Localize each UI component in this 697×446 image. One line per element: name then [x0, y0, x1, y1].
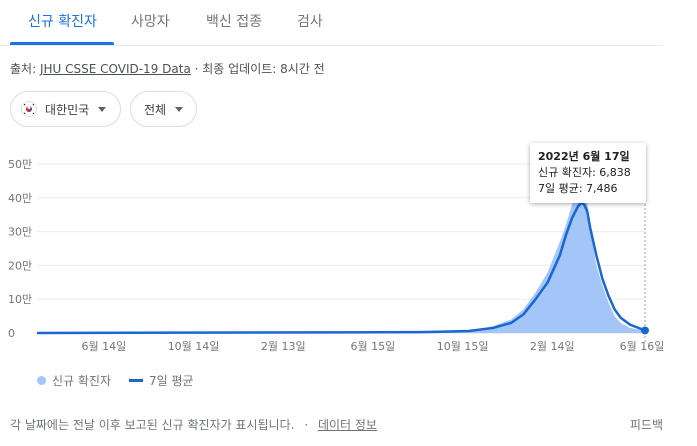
source-link[interactable]: JHU CSSE COVID-19 Data — [39, 62, 191, 76]
x-tick-label: 10월 15일 — [437, 339, 489, 353]
y-tick-label: 0 — [8, 327, 15, 340]
country-dropdown[interactable]: 대한민국 — [10, 91, 121, 127]
country-label: 대한민국 — [45, 102, 90, 117]
x-tick-label: 2월 14일 — [530, 339, 575, 353]
tab-new-cases[interactable]: 신규 확진자 — [28, 14, 97, 30]
metric-tabs: 신규 확진자 사망자 백신 접종 검사 — [0, 0, 662, 46]
legend-line-swatch — [129, 379, 144, 382]
legend-bars-label: 신규 확진자 — [52, 374, 112, 388]
legend-bars-swatch — [37, 376, 46, 385]
tooltip-date: 2022년 6월 17일 — [538, 150, 630, 163]
data-info-link[interactable]: 데이터 정보 — [317, 418, 377, 432]
tooltip-avg: 7일 평균: 7,486 — [538, 182, 618, 195]
x-tick-label: 6월 14일 — [82, 339, 127, 353]
chart-tooltip: 2022년 6월 17일 신규 확진자: 6,838 7일 평균: 7,486 — [530, 143, 646, 203]
y-tick-label: 30만 — [8, 226, 32, 239]
hover-point — [641, 326, 649, 335]
tab-tests[interactable]: 검사 — [297, 14, 323, 30]
y-tick-label: 50만 — [8, 158, 32, 171]
y-tick-label: 40만 — [8, 192, 32, 205]
tab-deaths[interactable]: 사망자 — [131, 14, 170, 30]
last-updated: · 최종 업데이트: 8시간 전 — [190, 62, 325, 76]
tab-vaccinations[interactable]: 백신 접종 — [206, 14, 262, 30]
legend-line-label: 7일 평균 — [149, 374, 194, 388]
chart-legend: 신규 확진자 7일 평균 — [37, 372, 194, 389]
feedback-link[interactable]: 피드백 — [629, 418, 663, 432]
range-dropdown[interactable]: 전체 — [130, 91, 197, 127]
y-tick-label: 10만 — [8, 293, 32, 306]
active-tab-indicator — [10, 42, 114, 45]
source-line: 출처: JHU CSSE COVID-19 Data · 최종 업데이트: 8시… — [10, 60, 325, 77]
seven-day-avg-line — [36, 201, 646, 335]
footer-text: 각 날짜에는 전날 이후 보고된 신규 확진자가 표시됩니다. — [10, 418, 295, 432]
x-tick-label: 6월 15일 — [351, 339, 396, 353]
source-prefix: 출처: — [10, 62, 40, 76]
x-tick-label: 2월 13일 — [261, 339, 306, 353]
footer-separator: · — [304, 418, 309, 432]
x-tick-label: 10월 14일 — [168, 339, 220, 353]
range-label: 전체 — [144, 102, 167, 117]
tooltip-new-cases: 신규 확진자: 6,838 — [538, 166, 631, 179]
y-tick-label: 20만 — [8, 259, 32, 272]
south-korea-flag-icon — [21, 101, 37, 117]
footer-note: 각 날짜에는 전날 이후 보고된 신규 확진자가 표시됩니다. · 데이터 정보 — [10, 416, 377, 433]
x-tick-label: 6월 16일 — [620, 339, 665, 353]
chevron-down-icon — [175, 106, 184, 112]
chevron-down-icon — [98, 106, 107, 112]
